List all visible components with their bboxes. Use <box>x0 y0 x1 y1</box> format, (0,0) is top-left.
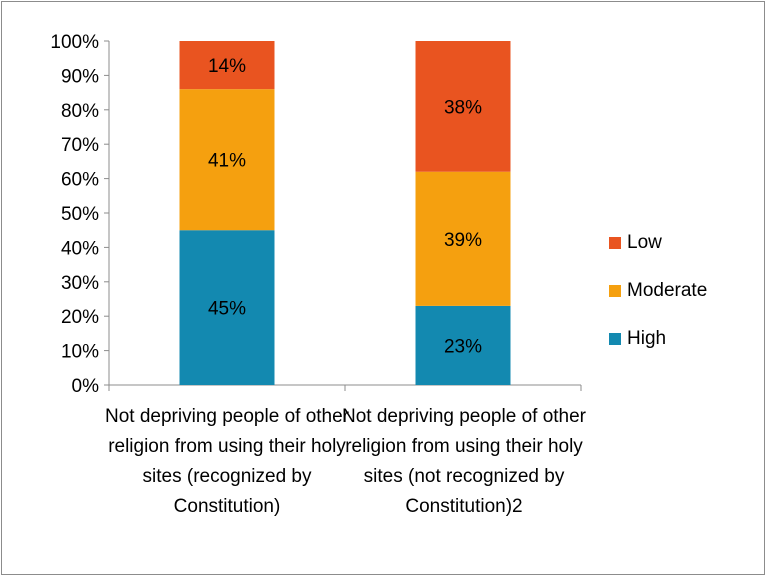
bar-moderate-1 <box>179 89 275 231</box>
y-tick-label: 60% <box>61 170 99 191</box>
data-label-low-2: 38% <box>444 97 482 118</box>
data-label-high-1: 45% <box>208 299 246 320</box>
legend-swatch-low <box>609 237 621 249</box>
bar-high-1 <box>179 230 275 385</box>
data-label-moderate-1: 41% <box>208 151 246 172</box>
bar-low-2 <box>415 41 511 172</box>
y-tick-label: 30% <box>61 273 99 294</box>
y-tick-label: 0% <box>72 376 100 397</box>
bar-moderate-2 <box>415 171 511 306</box>
legend-swatch-moderate <box>609 285 621 297</box>
category-label-2: Not depriving people of other religion f… <box>342 406 586 517</box>
y-tick-label: 70% <box>61 135 99 156</box>
legend-item-high: High <box>609 328 666 350</box>
category-label-1: Not depriving people of other religion f… <box>105 406 349 517</box>
legend-swatch-high <box>609 333 621 345</box>
legend-item-moderate: Moderate <box>609 280 707 302</box>
legend-label-moderate: Moderate <box>627 280 708 301</box>
bar-high-2 <box>415 305 511 385</box>
legend-label-high: High <box>627 328 667 349</box>
data-label-moderate-2: 39% <box>444 230 482 251</box>
y-tick-label: 100% <box>50 32 99 53</box>
y-tick-label: 20% <box>61 307 99 328</box>
y-tick-label: 50% <box>61 204 99 225</box>
y-tick-label: 80% <box>61 101 99 122</box>
bar-low-1 <box>179 41 275 90</box>
y-tick-label: 10% <box>61 342 99 363</box>
y-tick-label: 90% <box>61 66 99 87</box>
data-label-high-2: 23% <box>444 336 482 357</box>
y-tick-label: 40% <box>61 238 99 259</box>
data-label-low-1: 14% <box>208 56 246 77</box>
legend-label-low: Low <box>627 232 662 253</box>
legend-item-low: Low <box>609 232 662 254</box>
